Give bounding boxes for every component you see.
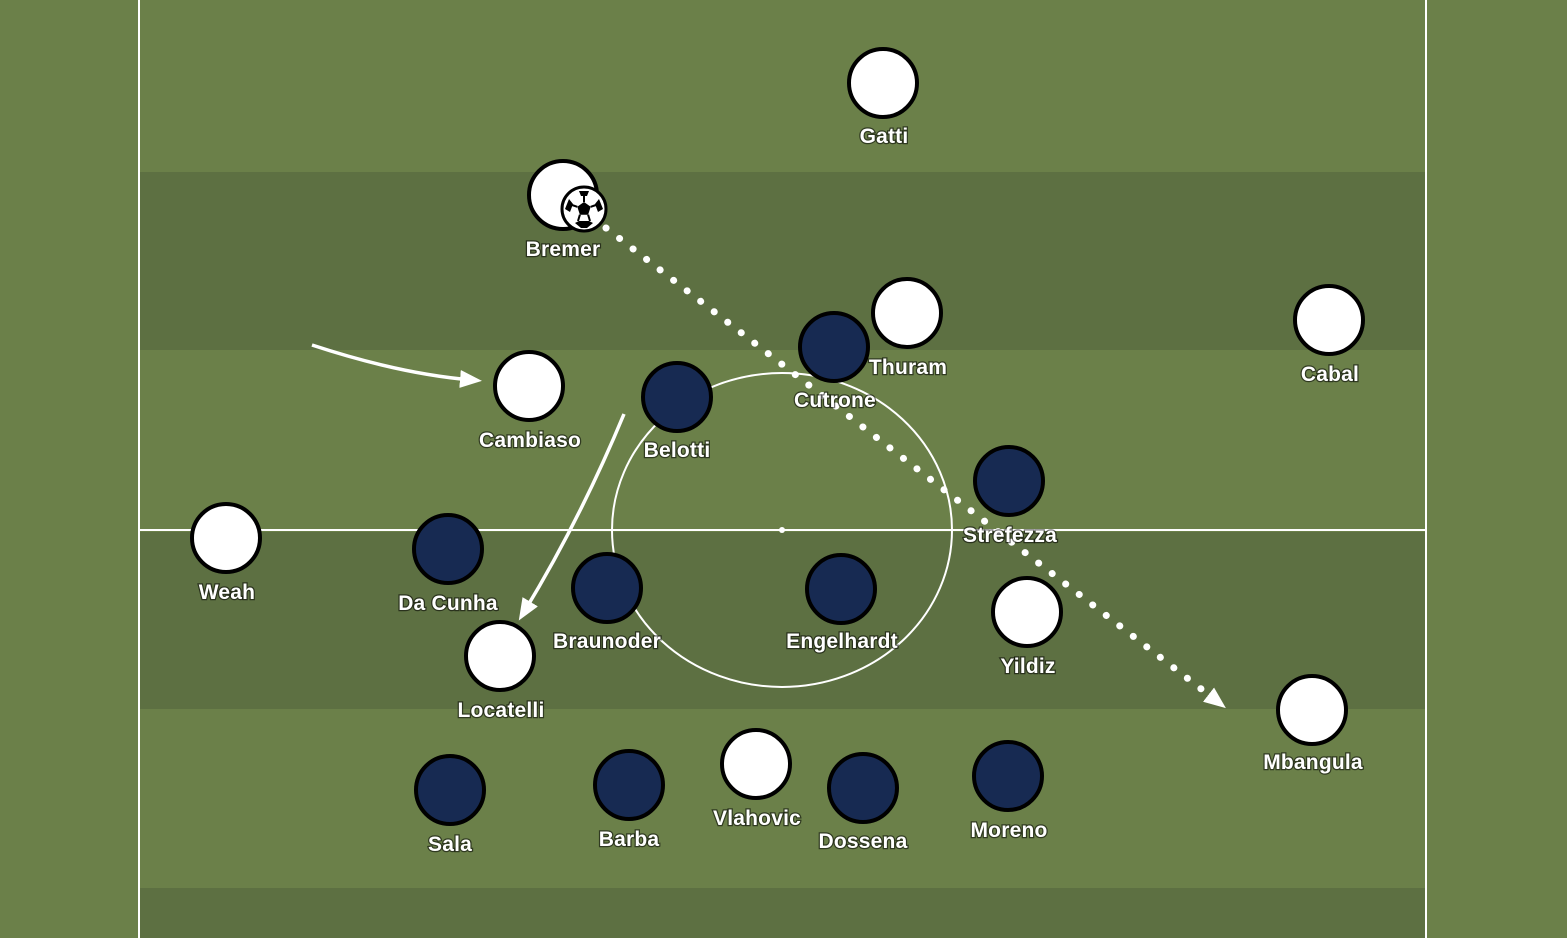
player-moreno[interactable]: Moreno: [969, 740, 1049, 843]
player-sala[interactable]: Sala: [414, 754, 486, 857]
player-belotti[interactable]: Belotti: [641, 361, 713, 463]
player-bremer[interactable]: Bremer: [524, 159, 601, 262]
player-name: Da Cunha: [398, 592, 498, 615]
player-cabal[interactable]: Cabal: [1293, 284, 1365, 387]
run-arrow-to-cambiaso: [311, 343, 482, 388]
center-circle: [611, 372, 953, 688]
player-name: Moreno: [970, 819, 1047, 842]
player-dacunha[interactable]: Da Cunha: [397, 513, 499, 616]
grass-stripe-dark: [140, 532, 1426, 709]
player-strefezza[interactable]: Strefezza: [962, 445, 1058, 548]
run-arrow-to-locatelli: [518, 413, 626, 621]
player-name: Thuram: [869, 356, 947, 379]
grass-stripe-dark: [140, 888, 1426, 938]
player-name: Sala: [428, 833, 472, 856]
player-name: Cutrone: [794, 389, 876, 412]
player-name: Barba: [599, 828, 660, 851]
player-yildiz[interactable]: Yildiz: [991, 576, 1063, 679]
player-name: Gatti: [860, 125, 909, 148]
player-dossena[interactable]: Dossena: [817, 752, 909, 854]
player-barba[interactable]: Barba: [593, 749, 665, 852]
player-name: Bremer: [526, 238, 601, 261]
players: Gatti Bremer Thuram Cutrone Cabal Cambia…: [190, 47, 1365, 857]
player-vlahovic[interactable]: Vlahovic: [712, 728, 802, 831]
player-name: Belotti: [644, 439, 711, 462]
player-cambiaso[interactable]: Cambiaso: [478, 350, 582, 453]
player-thuram[interactable]: Thuram: [868, 277, 948, 380]
pitch-markings: [138, 0, 1427, 938]
player-cutrone[interactable]: Cutrone: [793, 311, 877, 413]
player-name: Dossena: [819, 830, 908, 853]
player-name: Cambiaso: [479, 429, 581, 452]
center-spot: [779, 527, 785, 533]
grass-stripe-dark: [140, 172, 1426, 350]
player-name: Braunoder: [553, 630, 661, 653]
player-name: Vlahovic: [713, 807, 801, 830]
player-name: Weah: [199, 581, 255, 604]
player-braunoder[interactable]: Braunoder: [552, 552, 662, 654]
arrows: [311, 224, 1226, 709]
player-name: Mbangula: [1263, 751, 1363, 774]
player-locatelli[interactable]: Locatelli: [456, 620, 546, 723]
soccer-ball-icon: [560, 185, 608, 233]
player-name: Engelhardt: [786, 630, 898, 653]
player-name: Yildiz: [1000, 655, 1055, 678]
player-name: Cabal: [1301, 363, 1359, 386]
player-weah[interactable]: Weah: [190, 502, 262, 605]
player-name: Strefezza: [963, 524, 1057, 547]
player-mbangula[interactable]: Mbangula: [1262, 674, 1364, 775]
player-name: Locatelli: [458, 699, 545, 722]
player-engelhardt[interactable]: Engelhardt: [785, 553, 899, 654]
player-gatti[interactable]: Gatti: [847, 47, 919, 149]
